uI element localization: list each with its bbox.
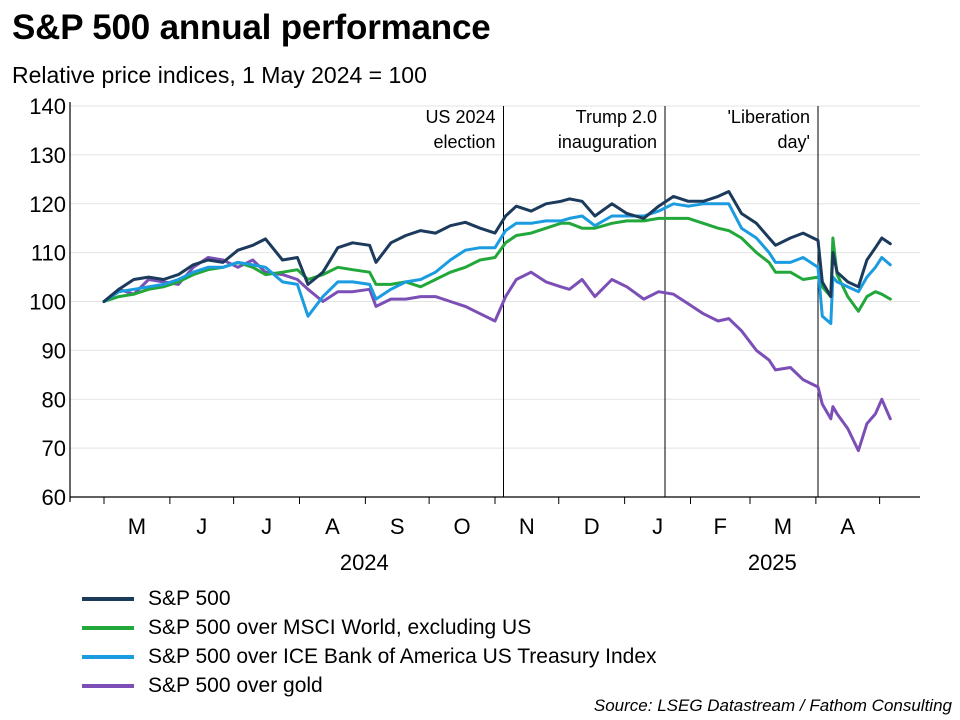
y-tick-label: 110	[31, 241, 66, 266]
x-tick-label: M	[774, 514, 792, 539]
y-tick-label: 130	[29, 143, 66, 168]
x-tick-label: D	[584, 514, 600, 539]
x-tick-label: S	[390, 514, 405, 539]
legend-label: S&P 500	[148, 587, 231, 610]
x-tick-label: F	[714, 514, 727, 539]
y-tick-label: 120	[29, 192, 66, 217]
chart-title: S&P 500 annual performance	[12, 8, 491, 47]
y-tick-label: 90	[42, 338, 66, 363]
legend-swatch	[82, 596, 134, 601]
legend-label: S&P 500 over gold	[148, 674, 323, 697]
x-tick-label: O	[454, 514, 471, 539]
legend-item: S&P 500 over ICE Bank of America US Trea…	[82, 642, 657, 671]
legend-label: S&P 500 over MSCI World, excluding US	[148, 616, 532, 639]
event-label: US 2024	[425, 107, 495, 127]
event-label: election	[433, 132, 495, 152]
x-tick-label: A	[325, 514, 340, 539]
series-line	[102, 256, 892, 453]
legend-swatch	[82, 654, 134, 659]
chart-legend: S&P 500 S&P 500 over MSCI World, excludin…	[82, 584, 657, 700]
x-year-label: 2024	[340, 550, 389, 575]
event-label: inauguration	[558, 132, 657, 152]
x-year-label: 2025	[748, 550, 797, 575]
legend-label: S&P 500 over ICE Bank of America US Trea…	[148, 645, 657, 668]
event-label: 'Liberation	[728, 107, 811, 127]
x-tick-label: M	[128, 514, 146, 539]
chart-subtitle: Relative price indices, 1 May 2024 = 100	[12, 62, 427, 88]
source-note: Source: LSEG Datastream / Fathom Consult…	[593, 696, 952, 715]
series-line	[102, 190, 892, 303]
legend-swatch	[82, 625, 134, 630]
y-tick-label: 70	[42, 436, 66, 461]
legend-item: S&P 500 over gold	[82, 671, 657, 700]
legend-item: S&P 500	[82, 584, 657, 613]
x-tick-label: J	[652, 514, 663, 539]
y-tick-label: 80	[42, 387, 66, 412]
y-tick-label: 100	[29, 290, 66, 315]
x-tick-label: N	[519, 514, 535, 539]
legend-swatch	[82, 683, 134, 688]
y-tick-label: 140	[29, 94, 66, 119]
legend-item: S&P 500 over MSCI World, excluding US	[82, 613, 657, 642]
event-label: Trump 2.0	[576, 107, 657, 127]
event-label: day'	[778, 132, 810, 152]
series-line	[102, 216, 892, 313]
series-line	[102, 202, 892, 325]
x-tick-label: J	[261, 514, 272, 539]
y-tick-label: 60	[42, 485, 66, 510]
x-tick-label: J	[196, 514, 207, 539]
x-tick-label: A	[840, 514, 855, 539]
